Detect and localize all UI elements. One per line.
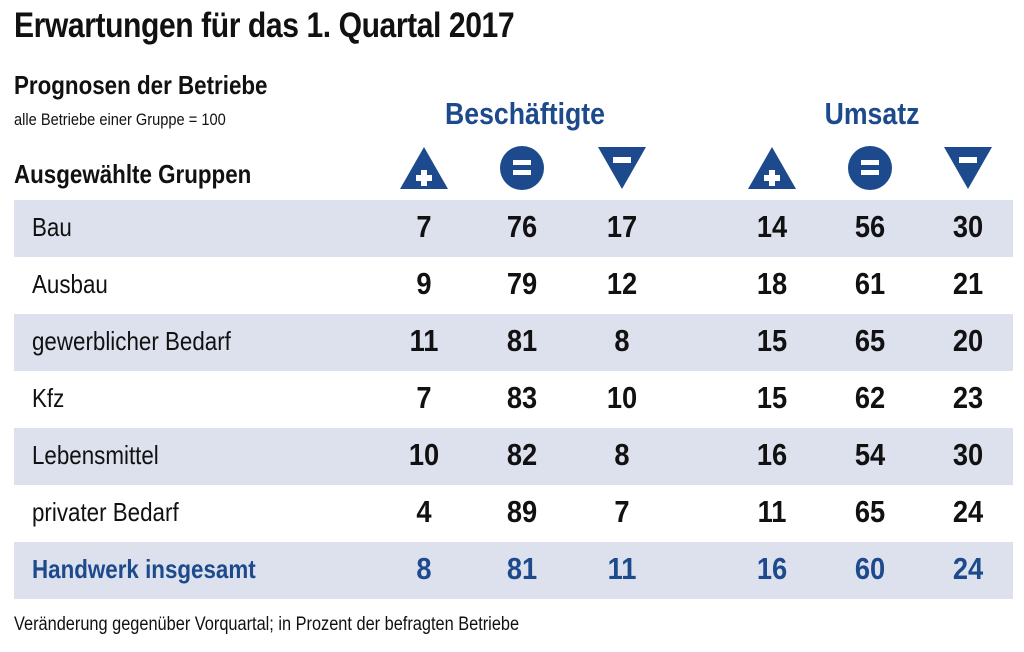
beschaeftigte-equal-value: 79 (506, 266, 538, 301)
beschaeftigte-equal-value: 89 (506, 494, 538, 529)
total-row: Handwerk insgesamt 8 81 11 16 60 24 (14, 542, 1013, 599)
beschaeftigte-plus-value: 11 (409, 323, 439, 358)
beschaeftigte-plus-value: 4 (416, 494, 432, 529)
umsatz-plus-value: 15 (756, 380, 788, 415)
chart-subtitle: Prognosen der Betriebe (14, 70, 268, 100)
beschaeftigte-plus-value: 8 (416, 551, 432, 586)
umsatz-plus-value: 16 (756, 551, 788, 586)
table-row: Kfz 7 83 10 15 62 23 (14, 371, 1013, 428)
table-row: gewerblicher Bedarf 11 81 8 15 65 20 (14, 314, 1013, 371)
base-note: alle Betriebe einer Gruppe = 100 (14, 110, 226, 129)
footnote: Veränderung gegenüber Vorquartal; in Pro… (14, 614, 520, 635)
umsatz-equal-value: 54 (854, 437, 886, 472)
beschaeftigte-minus-value: 11 (607, 551, 637, 586)
data-table: Bau 7 76 17 14 56 30 Ausbau 9 79 12 18 61 21 gewerblic… (14, 200, 1013, 599)
chart-title: Erwartungen für das 1. Quartal 2017 (14, 6, 515, 45)
beschaeftigte-equal-value: 81 (506, 323, 538, 358)
table-row: privater Bedarf 4 89 7 11 65 24 (14, 485, 1013, 542)
umsatz-plus-value: 18 (756, 266, 788, 301)
table-row: Bau 7 76 17 14 56 30 (14, 200, 1013, 257)
beschaeftigte-equal-value: 82 (506, 437, 538, 472)
table-row: Lebensmittel 10 82 8 16 54 30 (14, 428, 1013, 485)
row-label: Bau (32, 212, 72, 242)
row-label: privater Bedarf (32, 497, 179, 527)
umsatz-equal-value: 65 (854, 494, 886, 529)
triangle-up-plus-icon (746, 145, 798, 191)
umsatz-minus-value: 23 (952, 380, 984, 415)
beschaeftigte-minus-value: 7 (614, 494, 630, 529)
umsatz-equal-value: 61 (854, 266, 886, 301)
row-label: Kfz (32, 383, 65, 413)
triangle-down-minus-icon (596, 145, 648, 191)
umsatz-plus-value: 16 (756, 437, 788, 472)
beschaeftigte-minus-value: 12 (606, 266, 638, 301)
beschaeftigte-minus-value: 8 (614, 323, 630, 358)
umsatz-minus-value: 30 (952, 437, 984, 472)
umsatz-equal-value: 62 (854, 380, 886, 415)
row-label: Lebensmittel (32, 440, 159, 470)
umsatz-equal-value: 60 (854, 551, 886, 586)
group-header-beschaeftigte: Beschäftigte (444, 96, 605, 131)
beschaeftigte-plus-value: 10 (408, 437, 440, 472)
umsatz-plus-value: 15 (756, 323, 788, 358)
beschaeftigte-equal-value: 76 (506, 209, 538, 244)
circle-equals-icon (844, 145, 896, 191)
beschaeftigte-equal-value: 81 (506, 551, 538, 586)
triangle-down-minus-icon (942, 145, 994, 191)
beschaeftigte-minus-value: 8 (614, 437, 630, 472)
beschaeftigte-plus-value: 7 (416, 380, 432, 415)
beschaeftigte-minus-value: 10 (606, 380, 638, 415)
triangle-up-plus-icon (398, 145, 450, 191)
table-row: Ausbau 9 79 12 18 61 21 (14, 257, 1013, 314)
umsatz-equal-value: 65 (854, 323, 886, 358)
umsatz-plus-value: 11 (757, 494, 787, 529)
umsatz-minus-value: 24 (952, 494, 984, 529)
beschaeftigte-equal-value: 83 (506, 380, 538, 415)
circle-equals-icon (496, 145, 548, 191)
umsatz-plus-value: 14 (756, 209, 788, 244)
row-label: Handwerk insgesamt (32, 554, 256, 584)
umsatz-minus-value: 30 (952, 209, 984, 244)
umsatz-equal-value: 56 (854, 209, 886, 244)
beschaeftigte-plus-value: 7 (416, 209, 432, 244)
row-header: Ausgewählte Gruppen (14, 159, 252, 189)
beschaeftigte-minus-value: 17 (606, 209, 638, 244)
row-label: gewerblicher Bedarf (32, 326, 231, 356)
beschaeftigte-plus-value: 9 (416, 266, 432, 301)
umsatz-minus-value: 24 (952, 551, 984, 586)
umsatz-minus-value: 20 (952, 323, 984, 358)
group-header-umsatz: Umsatz (824, 96, 920, 131)
row-label: Ausbau (32, 269, 108, 299)
umsatz-minus-value: 21 (952, 266, 984, 301)
